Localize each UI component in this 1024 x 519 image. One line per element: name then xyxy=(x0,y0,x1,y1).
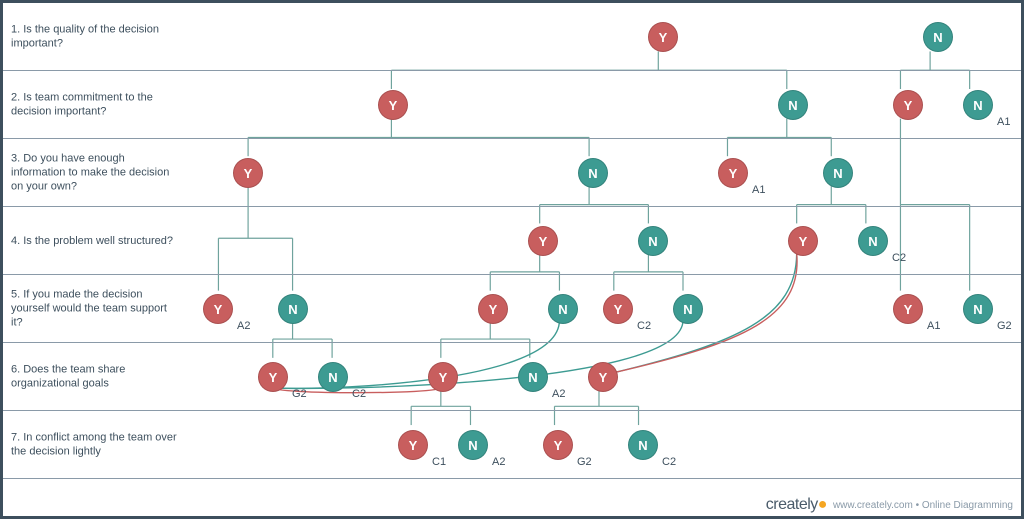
yes-node: Y xyxy=(603,294,633,324)
question-label: 4. Is the problem well structured? xyxy=(11,233,181,247)
yes-node: Y xyxy=(398,430,428,460)
no-node: N xyxy=(628,430,658,460)
yes-node: Y xyxy=(258,362,288,392)
outcome-label: G2 xyxy=(997,320,1012,332)
outcome-label: A1 xyxy=(752,184,765,196)
no-node: N xyxy=(963,294,993,324)
question-label: 7. In conflict among the team over the d… xyxy=(11,430,181,459)
yes-node: Y xyxy=(203,294,233,324)
no-node: N xyxy=(963,90,993,120)
outcome-label: C2 xyxy=(637,320,651,332)
question-label: 5. If you made the decision yourself wou… xyxy=(11,287,181,330)
no-node: N xyxy=(458,430,488,460)
yes-node: Y xyxy=(893,90,923,120)
yes-node: Y xyxy=(543,430,573,460)
yes-node: Y xyxy=(378,90,408,120)
outcome-label: C2 xyxy=(892,252,906,264)
question-label: 1. Is the quality of the decision import… xyxy=(11,22,181,51)
no-node: N xyxy=(318,362,348,392)
yes-node: Y xyxy=(648,22,678,52)
yes-node: Y xyxy=(788,226,818,256)
no-node: N xyxy=(548,294,578,324)
yes-node: Y xyxy=(478,294,508,324)
question-row: 6. Does the team share organizational go… xyxy=(3,343,1021,411)
no-node: N xyxy=(778,90,808,120)
outcome-label: A2 xyxy=(552,388,565,400)
brand-logo: creately● xyxy=(766,496,827,514)
yes-node: Y xyxy=(893,294,923,324)
outcome-label: G2 xyxy=(292,388,307,400)
outcome-label: C1 xyxy=(432,456,446,468)
question-row: 1. Is the quality of the decision import… xyxy=(3,3,1021,71)
no-node: N xyxy=(578,158,608,188)
yes-node: Y xyxy=(233,158,263,188)
question-row: 5. If you made the decision yourself wou… xyxy=(3,275,1021,343)
outcome-label: C2 xyxy=(352,388,366,400)
outcome-label: A1 xyxy=(927,320,940,332)
no-node: N xyxy=(518,362,548,392)
question-row: 7. In conflict among the team over the d… xyxy=(3,411,1021,479)
outcome-label: C2 xyxy=(662,456,676,468)
no-node: N xyxy=(673,294,703,324)
yes-node: Y xyxy=(588,362,618,392)
outcome-label: A1 xyxy=(997,116,1010,128)
no-node: N xyxy=(858,226,888,256)
yes-node: Y xyxy=(718,158,748,188)
question-row: 3. Do you have enough information to mak… xyxy=(3,139,1021,207)
question-label: 3. Do you have enough information to mak… xyxy=(11,151,181,194)
question-label: 6. Does the team share organizational go… xyxy=(11,362,181,391)
outcome-label: G2 xyxy=(577,456,592,468)
no-node: N xyxy=(823,158,853,188)
decision-tree-diagram: 1. Is the quality of the decision import… xyxy=(0,0,1024,519)
no-node: N xyxy=(923,22,953,52)
outcome-label: A2 xyxy=(492,456,505,468)
footer: creately● www.creately.com • Online Diag… xyxy=(766,496,1013,514)
yes-node: Y xyxy=(528,226,558,256)
yes-node: Y xyxy=(428,362,458,392)
no-node: N xyxy=(638,226,668,256)
no-node: N xyxy=(278,294,308,324)
question-label: 2. Is team commitment to the decision im… xyxy=(11,90,181,119)
footer-tagline: www.creately.com • Online Diagramming xyxy=(833,500,1013,511)
question-row: 2. Is team commitment to the decision im… xyxy=(3,71,1021,139)
outcome-label: A2 xyxy=(237,320,250,332)
